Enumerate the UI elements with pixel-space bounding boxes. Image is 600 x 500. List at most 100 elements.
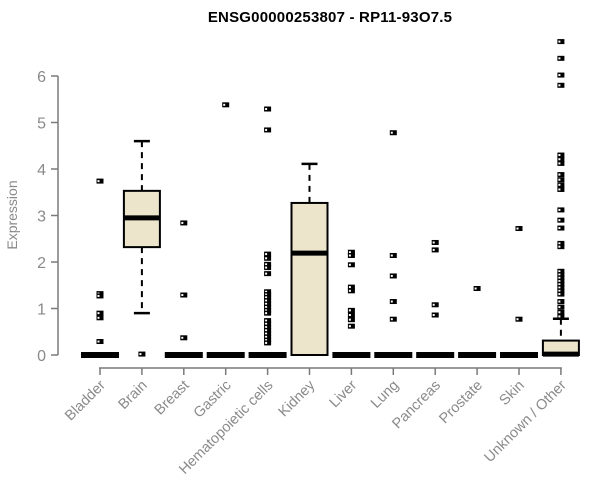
outlier-point	[557, 156, 565, 162]
outlier-point-notch	[432, 241, 435, 244]
outlier-point	[264, 327, 272, 333]
outlier-point-notch	[348, 263, 351, 266]
outlier-point-notch	[432, 303, 435, 306]
outlier-point	[347, 323, 355, 329]
outlier-point-notch	[348, 325, 351, 328]
outlier-point	[347, 252, 355, 258]
x-category-label: Lung	[368, 378, 402, 412]
outlier-point-notch	[558, 74, 561, 77]
outlier-point-notch	[265, 309, 268, 312]
outlier-point	[431, 247, 439, 253]
outlier-point	[557, 268, 565, 274]
outlier-point	[347, 312, 355, 318]
outlier-point-notch	[348, 309, 351, 312]
outlier-point	[264, 304, 272, 310]
outlier-point-notch	[348, 286, 351, 289]
y-tick-label: 5	[37, 116, 46, 133]
outlier-point-notch	[348, 251, 351, 254]
outlier-point	[96, 315, 104, 321]
outlier-point-notch	[97, 180, 100, 183]
outlier-point-notch	[558, 245, 561, 248]
outlier-point-notch	[265, 257, 268, 260]
outlier-point	[264, 324, 272, 330]
outlier-point	[389, 252, 397, 258]
outlier-point	[557, 304, 565, 310]
outlier-point-notch	[265, 263, 268, 266]
outlier-point	[515, 316, 523, 322]
outlier-point-notch	[558, 300, 561, 303]
outlier-point	[264, 251, 272, 257]
outlier-point-notch	[265, 306, 268, 309]
outlier-point-notch	[265, 312, 268, 315]
outlier-point	[264, 265, 272, 271]
outlier-point	[96, 339, 104, 345]
outlier-point	[264, 292, 272, 298]
y-tick-label: 0	[37, 348, 46, 365]
outlier-point-notch	[265, 319, 268, 322]
outlier-point-notch	[558, 286, 561, 289]
outlier-point-notch	[558, 219, 561, 222]
collapsed-box	[500, 352, 538, 358]
outlier-point	[557, 225, 565, 231]
outlier-point	[557, 177, 565, 183]
x-category-label: Bladder	[62, 377, 109, 424]
outlier-point-notch	[558, 227, 561, 230]
outlier-point	[515, 226, 523, 232]
outlier-point-notch	[265, 332, 268, 335]
outlier-point	[347, 262, 355, 268]
outlier-point-notch	[265, 329, 268, 332]
outlier-point	[473, 286, 481, 292]
outlier-point-notch	[265, 128, 268, 131]
outlier-point	[557, 207, 565, 213]
outlier-point	[557, 285, 565, 291]
x-category-label: Breast	[152, 378, 193, 419]
outlier-point	[264, 106, 272, 112]
outlier-point	[557, 275, 565, 281]
collapsed-box	[458, 352, 497, 358]
outlier-point-notch	[181, 336, 184, 339]
outlier-point	[557, 82, 565, 88]
outlier-point	[264, 271, 272, 277]
outlier-point-notch	[265, 253, 268, 256]
collapsed-box	[81, 352, 119, 358]
outlier-point-notch	[265, 272, 268, 275]
box-iqr	[290, 201, 329, 356]
y-tick-label: 1	[37, 302, 46, 319]
y-tick-label: 4	[37, 162, 46, 179]
outlier-point-notch	[558, 311, 561, 314]
collapsed-box	[248, 352, 287, 358]
y-tick-label: 2	[37, 255, 46, 272]
outlier-point-notch	[558, 289, 561, 292]
outlier-point-notch	[265, 335, 268, 338]
collapsed-box	[206, 352, 245, 358]
outlier-point	[557, 160, 565, 166]
outlier-point-notch	[265, 326, 268, 329]
outlier-point	[264, 301, 272, 307]
outlier-point	[557, 152, 565, 158]
outlier-point	[557, 309, 565, 315]
outlier-point	[557, 240, 565, 246]
outlier-point-notch	[265, 339, 268, 342]
outlier-point	[557, 172, 565, 178]
collapsed-box	[416, 352, 455, 358]
outlier-point-notch	[558, 306, 561, 309]
outlier-point	[264, 340, 272, 346]
outlier-point-notch	[97, 312, 100, 315]
outlier-point	[557, 39, 565, 45]
outlier-point-notch	[558, 283, 561, 286]
outlier-point	[557, 244, 565, 250]
outlier-point-notch	[348, 254, 351, 257]
outlier-point-notch	[432, 314, 435, 317]
outlier-point-notch	[558, 242, 561, 245]
outlier-point-notch	[348, 318, 351, 321]
outlier-point	[347, 284, 355, 290]
outlier-point-notch	[558, 280, 561, 283]
x-category-label: Brain	[115, 378, 150, 413]
outlier-point-notch	[558, 84, 561, 87]
outlier-point-notch	[390, 274, 393, 277]
outlier-point	[264, 310, 272, 316]
outlier-point	[557, 55, 565, 61]
outlier-point-notch	[558, 293, 561, 296]
outlier-point	[557, 186, 565, 192]
